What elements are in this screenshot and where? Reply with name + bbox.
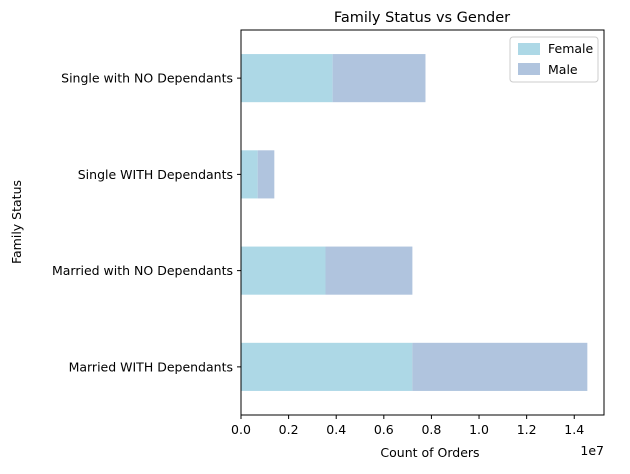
x-tick-label: 0.6 [374,422,394,437]
x-tick-label: 0.4 [326,422,346,437]
x-axis-scale-label: 1e7 [580,443,604,458]
y-tick-label: Single with NO Dependants [61,71,233,86]
legend-swatch-male [518,63,540,75]
legend-label-female: Female [548,41,594,56]
y-tick-label: Single WITH Dependants [78,167,233,182]
x-tick-label: 0.8 [421,422,441,437]
legend: Female Male [509,36,599,83]
y-axis-ticks: Married WITH Dependants Married with NO D… [52,71,241,374]
bar-male-2 [257,150,275,199]
y-tick-label: Married WITH Dependants [69,359,233,374]
bar-male-0 [412,342,588,391]
bar-female-2 [241,150,258,199]
x-axis-label: Count of Orders [380,445,479,460]
legend-label-male: Male [548,62,578,77]
y-tick-label: Married with NO Dependants [52,263,233,278]
y-axis-label: Family Status [9,180,24,264]
bar-female-3 [241,54,333,103]
chart-title: Family Status vs Gender [334,10,510,26]
x-tick-label: 1.0 [469,422,489,437]
x-tick-label: 0.0 [231,422,251,437]
bar-male-3 [332,54,426,103]
bar-female-0 [241,342,413,391]
plot-frame [240,29,605,416]
x-tick-label: 1.2 [517,422,537,437]
legend-swatch-female [518,43,540,55]
x-axis-ticks: 0.0 0.2 0.4 0.6 0.8 1.0 1.2 1.4 [231,415,584,437]
x-tick-label: 1.4 [564,422,584,437]
bars-layer [241,54,588,391]
bar-female-1 [241,246,326,295]
x-tick-label: 0.2 [279,422,299,437]
bar-male-1 [325,246,413,295]
